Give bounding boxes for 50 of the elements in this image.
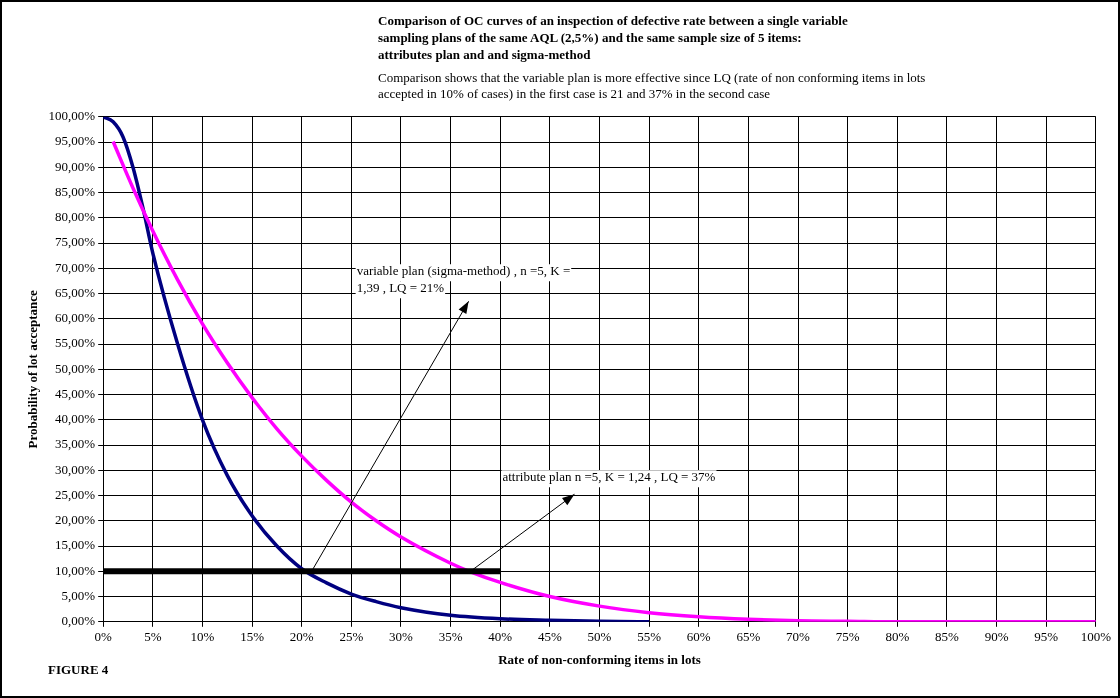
y-tick-label: 35,00% [55, 436, 96, 452]
y-axis-title: Probability of lot acceptance [25, 289, 41, 449]
x-tick-label: 50% [587, 629, 612, 645]
annotation: attribute plan n =5, K = 1,24 , LQ = 37% [502, 469, 716, 485]
y-tick-label: 20,00% [55, 512, 96, 528]
x-tick-label: 80% [885, 629, 910, 645]
x-tick-label: 0% [94, 629, 113, 645]
x-tick-label: 95% [1034, 629, 1059, 645]
y-tick-label: 100,00% [48, 108, 96, 124]
x-tick-label: 15% [240, 629, 265, 645]
y-tick-label: 40,00% [55, 411, 96, 427]
x-tick-label: 30% [389, 629, 414, 645]
y-tick-label: 70,00% [55, 259, 96, 275]
x-tick-label: 90% [984, 629, 1009, 645]
x-tick-label: 45% [537, 629, 562, 645]
x-tick-label: 25% [339, 629, 364, 645]
y-tick-label: 65,00% [55, 284, 96, 300]
x-tick-label: 65% [736, 629, 761, 645]
y-tick-label: 25,00% [55, 486, 96, 502]
x-tick-label: 85% [935, 629, 960, 645]
x-tick-label: 5% [144, 629, 162, 645]
y-tick-label: 85,00% [55, 183, 96, 199]
y-tick-label: 55,00% [55, 335, 96, 351]
y-tick-label: 50,00% [55, 360, 96, 376]
y-tick-label: 45,00% [55, 385, 96, 401]
y-tick-label: 10,00% [55, 562, 96, 578]
y-tick-label: 30,00% [55, 461, 96, 477]
x-tick-label: 10% [190, 629, 215, 645]
x-tick-label: 60% [686, 629, 711, 645]
x-tick-label: 100% [1080, 629, 1112, 645]
caption: FIGURE 4 [48, 662, 109, 678]
chart-subtitle: Comparison shows that the variable plan is more effective since LQ (rate of non conforming items in lots accepted in 10% of cases) in the first case is 21 and 37% in the second case [378, 70, 927, 102]
x-tick-label: 75% [835, 629, 860, 645]
y-tick-label: 75,00% [55, 234, 96, 250]
y-tick-label: 90,00% [55, 158, 96, 174]
y-tick-label: 60,00% [55, 310, 96, 326]
y-tick-label: 0,00% [61, 613, 96, 629]
x-tick-label: 70% [786, 629, 811, 645]
annotation: variable plan (sigma-method) , n =5, K = 1,39 , LQ = 21% [356, 263, 571, 296]
chart-title: Comparison of OC curves of an inspection of defective rate between a single variable sampling plans of the same AQL (2,5%) and the same sample size of 5 items: attributes plan and and sigma-method [378, 12, 849, 63]
x-tick-label: 35% [438, 629, 463, 645]
x-tick-label: 55% [637, 629, 662, 645]
line-series [111, 139, 1096, 622]
y-tick-label: 80,00% [55, 209, 96, 225]
y-tick-label: 95,00% [55, 133, 96, 149]
x-tick-label: 40% [488, 629, 513, 645]
y-tick-label: 15,00% [55, 537, 96, 553]
y-tick-label: 5,00% [61, 587, 96, 603]
x-axis-title: Rate of non-conforming items in lots [498, 651, 701, 667]
x-tick-label: 20% [289, 629, 314, 645]
